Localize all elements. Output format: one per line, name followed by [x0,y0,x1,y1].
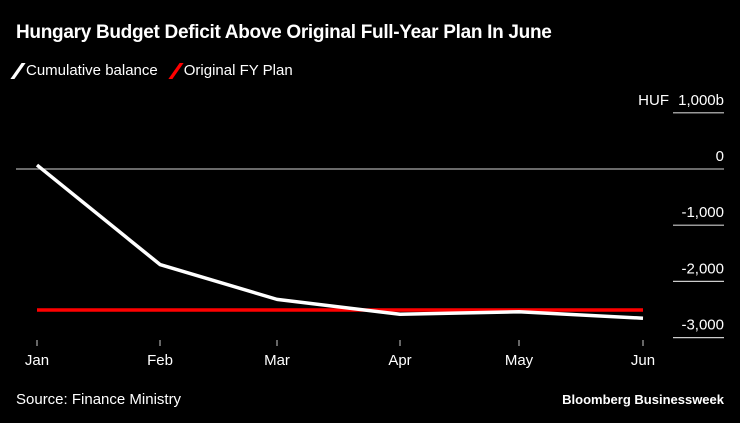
x-tick-label: Apr [388,352,411,369]
y-tick-label: 0 [716,148,724,165]
x-tick-label: Feb [147,352,173,369]
x-tick-label: Jun [631,352,655,369]
y-tick-label: -1,000 [681,204,724,221]
y-unit-label: HUF [638,92,669,109]
legend: Cumulative balance Original FY Plan [10,62,293,79]
legend-item-cumulative: Cumulative balance [10,62,158,79]
x-tick-label: Jan [25,352,49,369]
x-tick-label: May [505,352,534,369]
legend-item-plan: Original FY Plan [168,62,293,79]
legend-label: Original FY Plan [183,62,293,79]
brand-logo: Bloomberg Businessweek [562,392,724,407]
y-tick-label: 1,000b [678,92,724,109]
y-tick-label: -2,000 [681,260,724,277]
legend-label: Cumulative balance [26,62,158,79]
source-note: Source: Finance Ministry [16,391,182,408]
x-tick-label: Mar [264,352,290,369]
y-tick-label: -3,000 [681,317,724,334]
chart-title: Hungary Budget Deficit Above Original Fu… [16,22,552,43]
series-line-cumulative [35,163,644,320]
